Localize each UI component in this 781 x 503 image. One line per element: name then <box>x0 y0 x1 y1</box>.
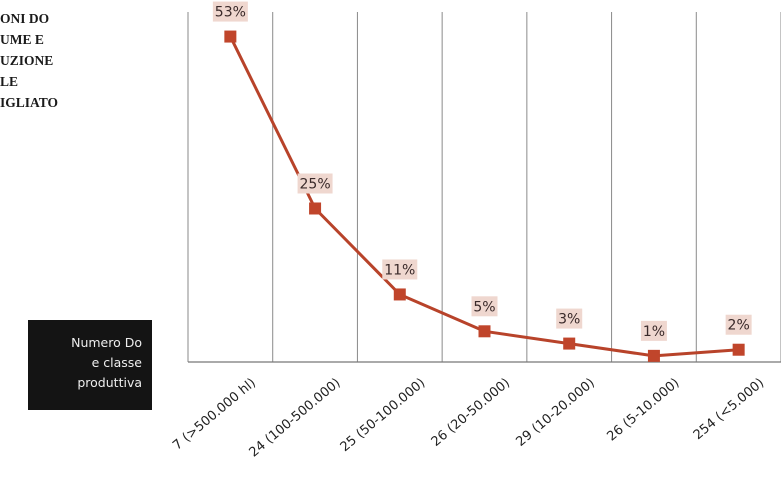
data-label-bg <box>212 1 248 22</box>
data-label: 1% <box>643 324 665 340</box>
x-tick-label: 29 (10-20.000) <box>513 376 597 450</box>
data-point <box>393 288 406 301</box>
axis-caption-box: Numero Do e classe produttiva <box>28 320 152 410</box>
side-title-line: UME E <box>0 32 44 47</box>
side-title: ONI DO UME E UZIONE LE IGLIATO <box>0 8 180 113</box>
data-label: 3% <box>558 312 580 328</box>
data-point <box>732 343 745 356</box>
x-tick-label: 254 (<5.000) <box>691 376 767 444</box>
x-tick-label: 24 (100-500.000) <box>247 376 344 461</box>
data-label-bg <box>640 320 667 341</box>
data-point <box>563 337 576 350</box>
x-tick-label: 26 (20-50.000) <box>429 376 513 450</box>
axis-caption-line: e classe <box>91 355 142 370</box>
x-tick-label: 7 (>500.000 hl) <box>170 376 259 454</box>
data-label: 5% <box>473 299 495 315</box>
data-label-bg <box>725 314 752 335</box>
side-title-line: ONI DO <box>0 11 50 26</box>
data-point <box>224 30 237 43</box>
data-label-bg <box>382 259 418 280</box>
side-title-line: UZIONE <box>0 53 54 68</box>
data-label-bg <box>297 173 333 194</box>
data-label: 11% <box>384 262 415 278</box>
x-tick-label: 26 (5-10.000) <box>604 376 682 445</box>
x-tick-label: 25 (50-100.000) <box>338 376 429 456</box>
data-label-bg <box>556 308 583 329</box>
data-label-bg <box>471 296 498 317</box>
side-title-line: LE <box>0 74 19 89</box>
data-point <box>478 325 491 338</box>
data-label: 25% <box>300 176 331 192</box>
data-point <box>647 349 660 362</box>
data-label: 2% <box>728 318 750 334</box>
axis-caption-line: Numero Do <box>71 335 142 350</box>
data-point <box>309 202 322 215</box>
axis-caption-line: produttiva <box>77 375 142 390</box>
data-label: 53% <box>215 5 246 21</box>
side-title-line: IGLIATO <box>0 95 59 110</box>
